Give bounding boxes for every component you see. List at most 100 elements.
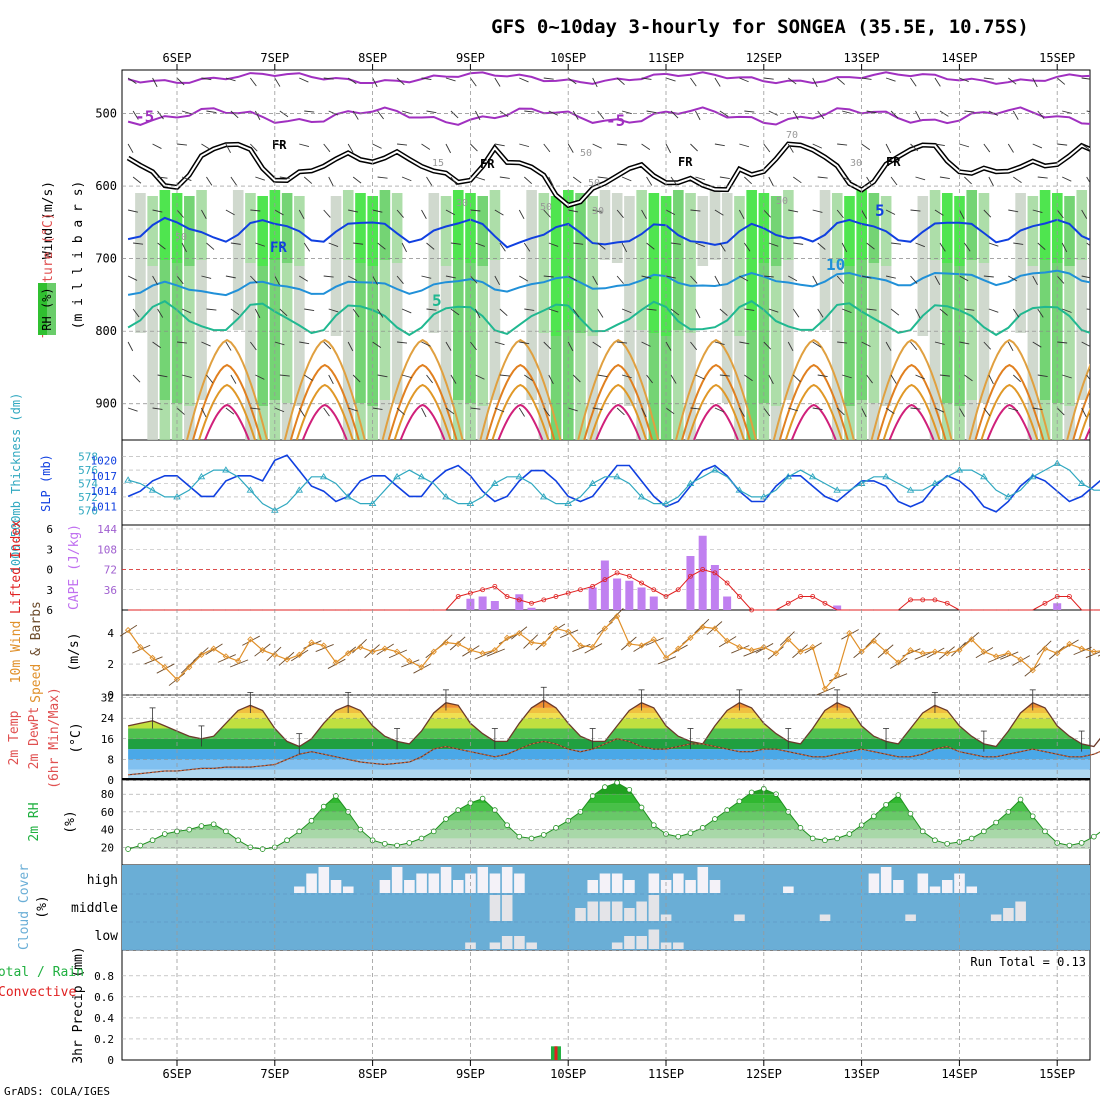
panel-frame-precip	[121, 949, 1091, 1061]
wind-barb	[298, 407, 305, 417]
wind-barb	[915, 176, 926, 181]
wind-barb	[132, 308, 140, 318]
rh-shade-cell	[941, 333, 953, 403]
cape-bar	[527, 607, 536, 610]
wind-barb	[738, 209, 745, 220]
lifted-index-marker	[675, 587, 681, 593]
wind-speed-marker	[650, 636, 657, 643]
rh-marker	[871, 813, 877, 820]
wind-barb	[959, 209, 965, 220]
thickness-tick-label: 576	[78, 464, 98, 477]
rh-shade-cell	[1064, 406, 1075, 440]
wind-barb	[401, 242, 407, 253]
wind-barb	[543, 275, 554, 278]
wind-barb	[445, 209, 455, 216]
temp-band	[128, 738, 1090, 750]
wind-barb	[401, 308, 412, 314]
wind-speed-marker	[723, 637, 731, 645]
wind-barb-10m	[291, 649, 309, 662]
rh-shade-cell	[1027, 406, 1039, 440]
rh-shade-cell	[734, 336, 745, 406]
thickness-marker	[588, 479, 597, 486]
cloud-bar-high	[697, 867, 709, 893]
wind-barb	[572, 176, 582, 184]
isotherm-hump	[882, 383, 941, 440]
cloud-bar-low	[624, 936, 635, 949]
wind-barb	[255, 176, 265, 181]
wind-barb	[250, 143, 258, 152]
rh-shade-cell	[550, 336, 562, 406]
day-label-bottom: 10SEP	[550, 1067, 586, 1081]
wind-barb	[176, 341, 187, 344]
cape-bar	[686, 556, 695, 610]
wind-barb	[1032, 77, 1038, 88]
rh-shade-cell	[1039, 260, 1051, 330]
wind-barb	[1056, 209, 1064, 219]
wind-barb	[817, 110, 825, 120]
wind-barb	[274, 275, 280, 286]
cloud-bar-high	[929, 886, 941, 893]
wind-barb	[670, 110, 679, 119]
wind-barb	[910, 341, 918, 351]
rh-marker	[736, 798, 743, 805]
rh-shade-cell	[624, 196, 635, 266]
lower-panels	[119, 454, 1100, 1060]
wind-barb	[621, 242, 628, 253]
wind-barb	[1081, 407, 1087, 418]
wind-barb	[670, 374, 677, 384]
cloud-bar-middle	[636, 901, 647, 921]
wind-barb-10m	[486, 648, 505, 657]
wind-barb	[475, 110, 481, 121]
cloud-bar-middle	[575, 908, 586, 921]
cloud-bar-high	[660, 880, 672, 893]
wind-barb	[450, 308, 460, 316]
wind-barb	[181, 374, 192, 378]
cloud-bar-high	[966, 886, 978, 893]
wind-barb	[445, 77, 456, 82]
wind-barb	[519, 341, 530, 345]
wind-barb	[646, 176, 653, 186]
cape-axis-label: CAPE (J/kg)	[67, 524, 82, 610]
wind-barb	[519, 143, 530, 148]
thickness-marker	[906, 486, 915, 493]
lifted-index-marker	[1042, 600, 1048, 606]
lifted-index-marker	[736, 594, 742, 599]
wind-barb	[837, 341, 848, 344]
wind-speed-marker	[1090, 648, 1098, 655]
rh-shade-cell	[257, 196, 268, 266]
rh-shade-cell	[1064, 266, 1075, 336]
rh-shade-cell	[452, 190, 464, 260]
contour-label: 10	[826, 255, 845, 274]
wind-barb	[225, 77, 236, 82]
wind-barb-10m	[975, 647, 994, 659]
wind-barb	[1012, 308, 1020, 318]
wind-barb	[250, 209, 261, 212]
wind-barb	[817, 374, 828, 378]
wind-barb	[230, 308, 240, 316]
wind-barb	[690, 275, 698, 284]
wind-barb	[665, 407, 675, 415]
wind-barb	[939, 374, 950, 377]
wind-barb	[890, 308, 900, 316]
day-label-bottom: 15SEP	[1039, 1067, 1075, 1081]
cape-tick-label: 144	[97, 523, 117, 536]
wind-tick-label: 2	[107, 658, 114, 671]
wind-barb	[323, 407, 330, 417]
wind-barb	[836, 275, 845, 284]
wind-barb	[499, 242, 506, 252]
wind-barb	[670, 308, 680, 316]
rh-shade-cell	[844, 336, 855, 406]
rh-shade-cell	[611, 193, 623, 263]
cloud-bar-low	[489, 942, 501, 949]
isotherm-hump	[876, 363, 947, 440]
wind-barb	[1057, 341, 1068, 344]
wind-barb	[254, 308, 261, 319]
wind-speed-marker	[381, 645, 388, 652]
wind-speed-marker	[699, 623, 706, 631]
rh-shade-cell	[575, 193, 586, 263]
wind-barb	[328, 110, 339, 116]
rh-marker	[540, 832, 547, 838]
wind-barb	[230, 242, 241, 245]
wind-barb	[910, 407, 921, 410]
wind-barb	[470, 407, 481, 410]
